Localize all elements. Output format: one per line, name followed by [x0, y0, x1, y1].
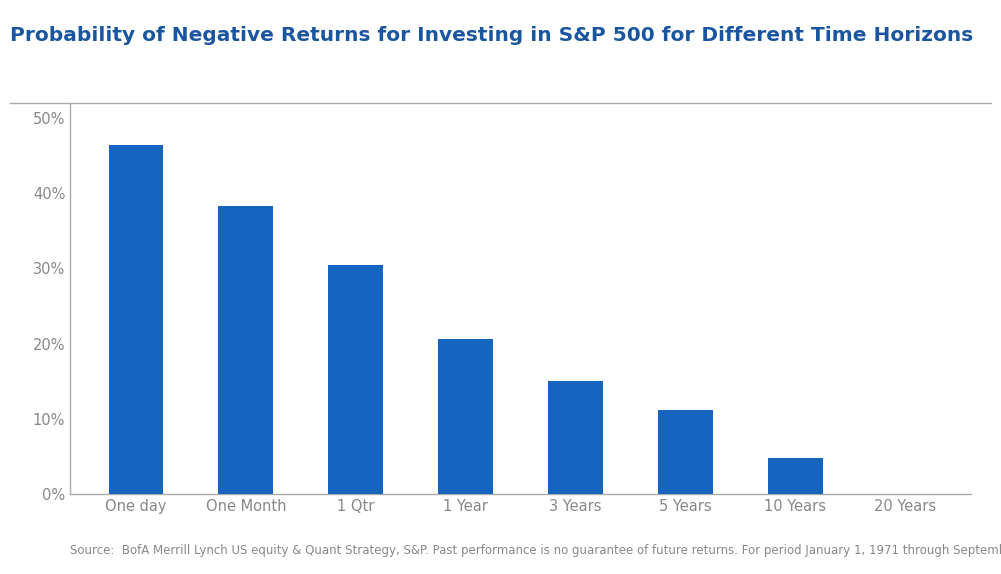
Bar [218, 206, 273, 494]
Text: Source:  BofA Merrill Lynch US equity & Quant Strategy, S&P. Past performance is: Source: BofA Merrill Lynch US equity & Q… [70, 544, 1001, 557]
Bar [438, 339, 493, 494]
Bar [548, 381, 603, 494]
Bar [768, 459, 823, 494]
Bar [108, 145, 163, 494]
Bar [328, 265, 383, 494]
Text: Probability of Negative Returns for Investing in S&P 500 for Different Time Hori: Probability of Negative Returns for Inve… [10, 26, 973, 45]
Bar [658, 410, 713, 494]
